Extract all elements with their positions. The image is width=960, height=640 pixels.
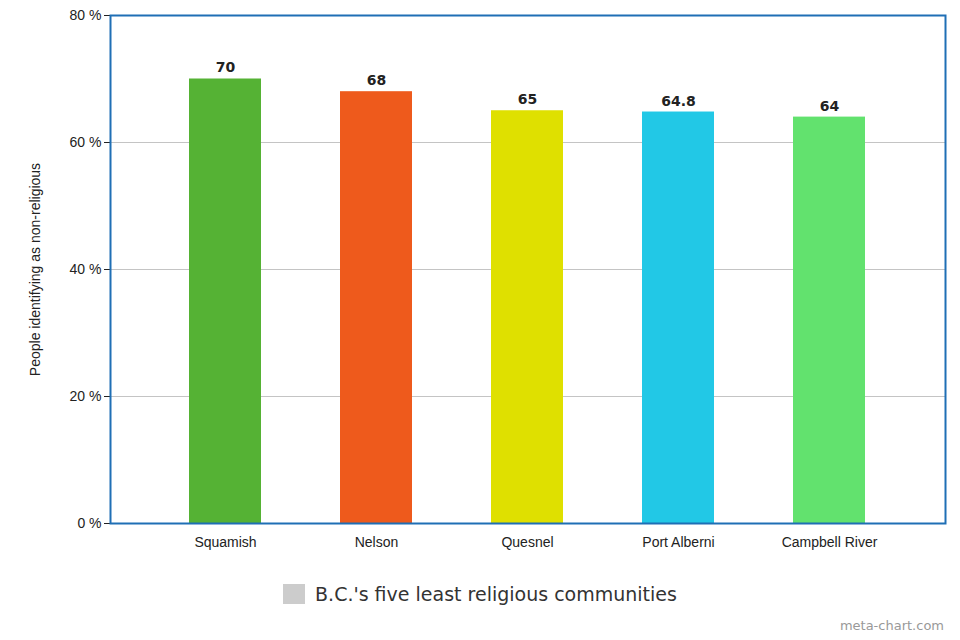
- svg-text:60 %: 60 %: [70, 134, 102, 150]
- svg-text:20 %: 20 %: [70, 388, 102, 404]
- svg-text:68: 68: [367, 72, 386, 88]
- html-text:meta-chart.com: meta-chart.com: [839, 618, 944, 633]
- svg-text:64: 64: [820, 98, 840, 114]
- svg-text:80 %: 80 %: [70, 7, 102, 23]
- svg-text:64.8: 64.8: [661, 93, 696, 109]
- svg-text:65: 65: [518, 91, 537, 107]
- svg-text:40 %: 40 %: [70, 261, 102, 277]
- html-text:B.C.'s five least religious co: B.C.'s five least religious communities: [315, 583, 677, 605]
- svg-text:People identifying as non-reli: People identifying as non-religious: [27, 163, 43, 376]
- svg-text:0 %: 0 %: [77, 515, 101, 531]
- svg-text:Quesnel: Quesnel: [501, 534, 553, 550]
- svg-text:Port Alberni: Port Alberni: [642, 534, 714, 550]
- svg-text:Nelson: Nelson: [355, 534, 399, 550]
- svg-text:Campbell River: Campbell River: [782, 534, 878, 550]
- svg-text:70: 70: [216, 59, 236, 75]
- svg-text:Squamish: Squamish: [194, 534, 256, 550]
